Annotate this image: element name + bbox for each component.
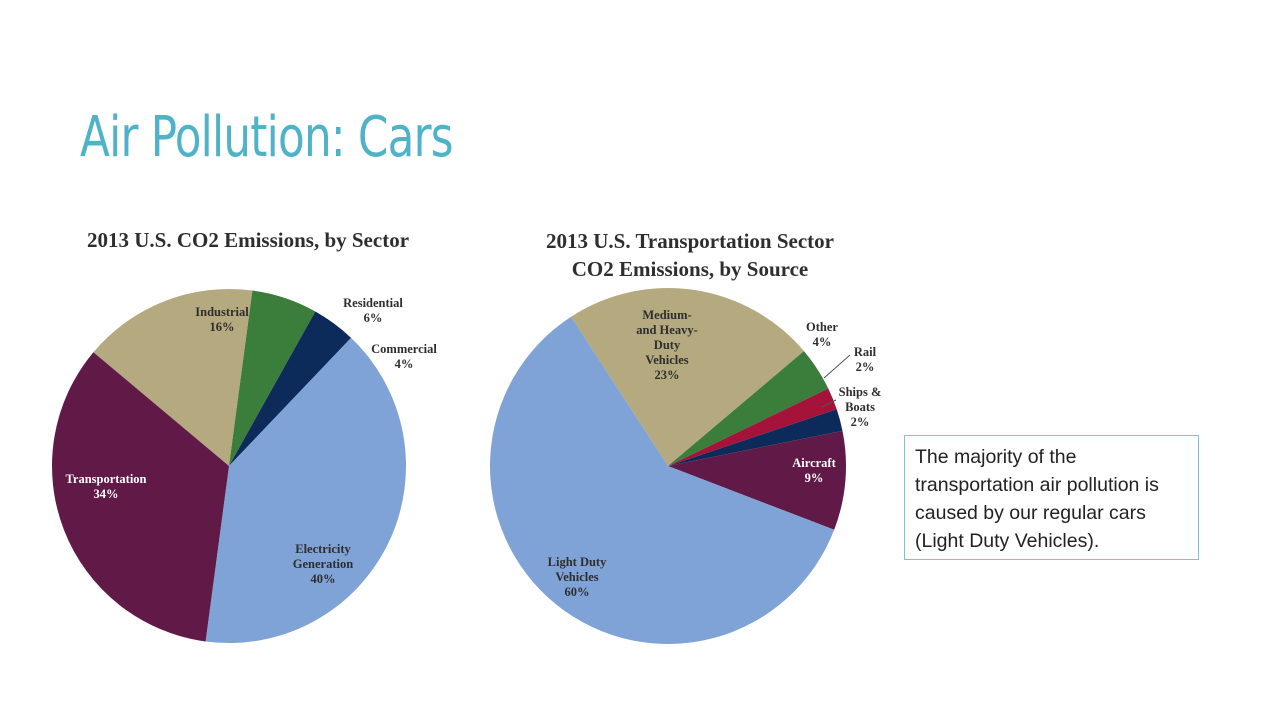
- pie-slice-commercial: [229, 311, 352, 466]
- pie-slice-medium-and-heavy-duty-vehicles: [571, 287, 804, 466]
- slice-label-ships-and-boats: Ships & Boats 2%: [839, 385, 882, 429]
- slice-label-commercial: Commercial 4%: [371, 342, 437, 371]
- leader-line-rail: [823, 354, 851, 379]
- note-text: The majority of the transportation air p…: [915, 446, 1159, 552]
- leader-line-ships-and-boats: [821, 399, 837, 408]
- pie-slice-other: [668, 351, 829, 466]
- pie-slice-aircraft: [668, 430, 847, 530]
- chart-title-line-2: CO2 Emissions, by Source: [571, 257, 809, 281]
- note-textbox[interactable]: The majority of the transportation air p…: [904, 435, 1199, 560]
- slice-label-medium-and-heavy-duty-vehicles: Medium-and Heavy-Duty Vehicles 23%: [636, 308, 697, 382]
- pie-slice-industrial: [93, 288, 253, 466]
- pie-slice-light-duty-vehicles: [490, 316, 835, 644]
- pie-slice-ships-and-boats: [668, 409, 843, 466]
- pie-slice-electricity-generation: [205, 337, 407, 644]
- chart-title-transportation: 2013 U.S. Transportation Sector CO2 Emis…: [500, 227, 880, 283]
- slice-label-transportation: Transportation 34%: [65, 472, 146, 501]
- pie-slice-residential: [229, 290, 316, 466]
- slice-label-electricity-generation: Electricity Generation 40%: [293, 542, 353, 586]
- pie-slice-transportation: [51, 352, 229, 642]
- slice-label-aircraft: Aircraft 9%: [792, 456, 836, 485]
- pie-slice-rail: [668, 388, 837, 466]
- chart-title-sector: 2013 U.S. CO2 Emissions, by Sector: [86, 228, 410, 252]
- slice-label-rail: Rail 2%: [854, 345, 877, 374]
- slice-label-light-duty-vehicles: Light Duty Vehicles 60%: [548, 555, 607, 599]
- slice-label-residential: Residential 6%: [343, 296, 403, 325]
- chart-title-line-1: 2013 U.S. Transportation Sector: [546, 229, 834, 253]
- slide-title: Air Pollution: Cars: [80, 105, 454, 170]
- slice-label-industrial: Industrial 16%: [195, 305, 249, 334]
- slice-label-other: Other 4%: [806, 320, 838, 349]
